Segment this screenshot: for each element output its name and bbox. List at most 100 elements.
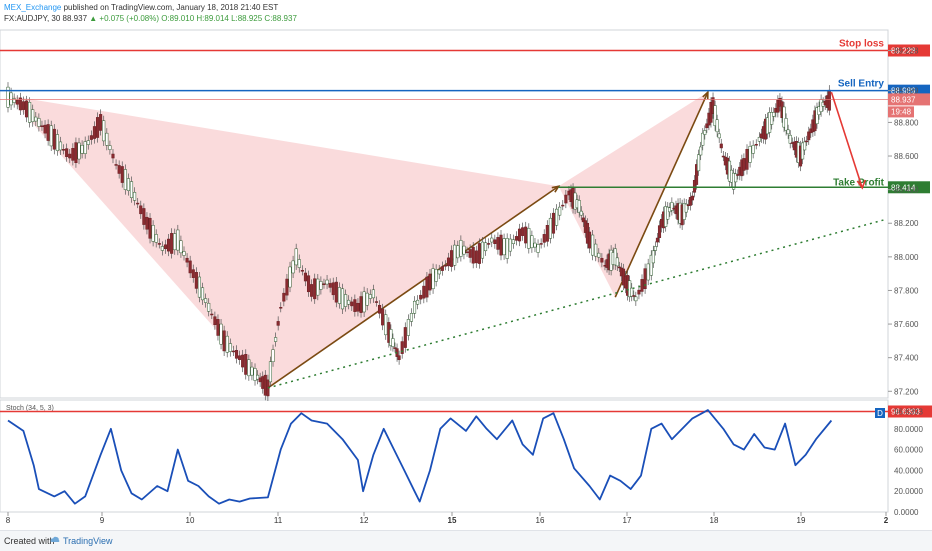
candle-body bbox=[244, 354, 248, 375]
stoch-series-line bbox=[7, 409, 833, 505]
candle-body bbox=[803, 141, 807, 151]
candle-body bbox=[514, 236, 518, 241]
arrow-ab bbox=[267, 185, 560, 389]
candle-body bbox=[772, 112, 776, 117]
candle-body bbox=[719, 143, 723, 149]
candle-body bbox=[579, 210, 583, 216]
candle-body bbox=[651, 250, 655, 264]
candle-body bbox=[49, 125, 53, 147]
candle-body bbox=[640, 279, 644, 292]
tradingview-cloud-icon bbox=[50, 536, 60, 542]
candle-body bbox=[347, 299, 351, 305]
candle-body bbox=[92, 126, 97, 139]
candle-body bbox=[425, 276, 429, 298]
candle-body bbox=[742, 158, 746, 171]
time-tick-label: 12 bbox=[360, 516, 369, 525]
price-pane-frame bbox=[0, 29, 889, 399]
candle-body bbox=[594, 243, 598, 257]
tradingview-chart[interactable]: 89.228 Stop loss 88.989 Sell Entry 88.937 19:… bbox=[0, 0, 932, 530]
candle-body bbox=[228, 343, 232, 352]
price-tick-label: 89.228 bbox=[894, 47, 919, 56]
candle-body bbox=[748, 146, 752, 163]
candle-body bbox=[306, 275, 311, 293]
candle-body bbox=[80, 145, 84, 154]
candle-body bbox=[564, 194, 568, 204]
candle-body bbox=[234, 350, 239, 359]
candle-body bbox=[74, 142, 78, 163]
candle-body bbox=[403, 327, 407, 348]
candle-body bbox=[827, 89, 831, 111]
time-axis: 8 9 10 11 12 15 16 17 18 19 2 bbox=[6, 512, 889, 525]
candle-body bbox=[487, 243, 491, 245]
candle-body bbox=[788, 134, 792, 144]
candle-body bbox=[167, 238, 171, 252]
candle-body bbox=[344, 294, 348, 307]
pattern-triangle-xab bbox=[8, 95, 559, 388]
candle-body bbox=[440, 266, 444, 271]
candle-body bbox=[480, 241, 485, 259]
candle-body bbox=[637, 289, 641, 295]
candle-body bbox=[222, 330, 226, 352]
candle-body bbox=[12, 98, 16, 103]
candle-body bbox=[653, 246, 657, 251]
publish-line: MEX_Exchange published on TradingView.co… bbox=[4, 3, 278, 12]
publisher-link[interactable]: MEX_Exchange bbox=[4, 3, 62, 12]
candle-body bbox=[655, 237, 660, 243]
candle-body bbox=[474, 250, 478, 264]
stoch-tick-label: 0.0000 bbox=[894, 508, 919, 517]
candle-body bbox=[89, 135, 93, 140]
candle-body bbox=[393, 347, 397, 349]
candle-body bbox=[600, 257, 604, 263]
candle-body bbox=[539, 243, 543, 245]
candle-body bbox=[182, 251, 186, 256]
candle-body bbox=[502, 238, 506, 256]
candle-body bbox=[643, 268, 647, 290]
candle-body bbox=[145, 216, 149, 230]
candle-body bbox=[331, 282, 335, 296]
candle-body bbox=[353, 299, 357, 312]
candle-body bbox=[139, 205, 143, 215]
candle-body bbox=[462, 245, 466, 255]
candle-body bbox=[484, 242, 488, 252]
candle-body bbox=[548, 217, 552, 239]
take-profit-value-box bbox=[888, 181, 930, 194]
candle-body bbox=[784, 118, 788, 131]
candle-body bbox=[657, 225, 662, 238]
time-tick-label: 16 bbox=[536, 516, 545, 525]
candle-body bbox=[434, 269, 438, 282]
candle-body bbox=[99, 114, 103, 131]
candle-body bbox=[688, 197, 692, 206]
candle-body bbox=[389, 329, 393, 346]
candle-body bbox=[703, 130, 707, 135]
stoch-tick-label: 60.0000 bbox=[894, 446, 923, 455]
tradingview-link[interactable]: TradingView bbox=[63, 536, 113, 546]
candle-body bbox=[231, 350, 235, 353]
candle-body bbox=[422, 285, 426, 299]
candle-body bbox=[136, 202, 140, 205]
candle-body bbox=[634, 296, 638, 302]
candle-body bbox=[114, 164, 118, 166]
candle-body bbox=[176, 229, 180, 251]
candle-body bbox=[751, 145, 755, 154]
candle-body bbox=[378, 304, 382, 314]
candle-body bbox=[40, 125, 44, 128]
candle-body bbox=[197, 276, 201, 298]
candle-body bbox=[419, 294, 423, 300]
candle-body bbox=[695, 164, 699, 185]
candle-body bbox=[297, 259, 301, 268]
candle-body bbox=[721, 155, 725, 158]
candle-body bbox=[111, 153, 115, 159]
candle-body bbox=[530, 235, 534, 249]
candle-body bbox=[34, 116, 38, 122]
candle-body bbox=[649, 254, 653, 276]
candle-body bbox=[188, 260, 192, 274]
stoch-title: Stoch (34, 5, 3) bbox=[6, 405, 54, 412]
candle-body bbox=[185, 257, 189, 263]
candle-body bbox=[303, 272, 308, 282]
candle-body bbox=[406, 319, 410, 336]
time-tick-label: 8 bbox=[6, 516, 11, 525]
candle-body bbox=[493, 239, 497, 244]
candle-body bbox=[9, 92, 13, 106]
candle-body bbox=[805, 140, 809, 143]
time-tick-label: 17 bbox=[623, 516, 632, 525]
